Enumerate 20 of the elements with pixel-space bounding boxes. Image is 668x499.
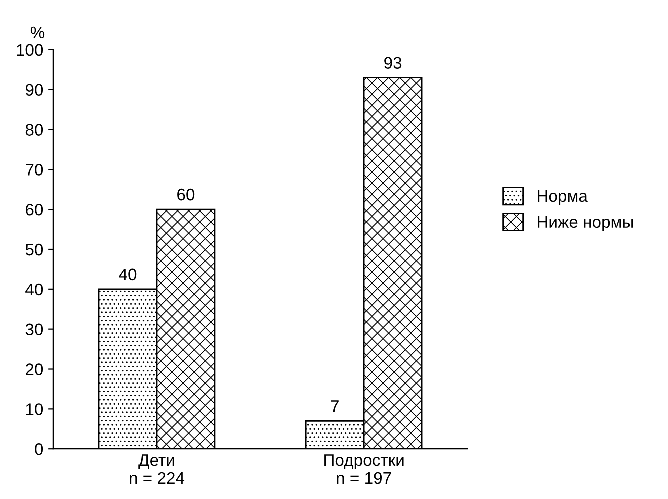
- y-axis-title: %: [30, 26, 45, 39]
- legend-label: Норма: [538, 190, 588, 206]
- y-tick-label: 80: [26, 124, 44, 136]
- y-tick-label: 100: [17, 44, 44, 56]
- y-tick-label: 60: [26, 204, 44, 216]
- data-label: 7: [331, 400, 339, 412]
- data-label: 40: [119, 268, 137, 281]
- y-tick-label: 0: [35, 444, 44, 456]
- y-tick-label: 20: [26, 364, 44, 376]
- x-tick-label: Дети n = 224: [130, 454, 185, 484]
- data-label: 60: [178, 188, 195, 201]
- y-tick-label: 10: [26, 404, 44, 416]
- y-tick-label: 50: [26, 244, 44, 256]
- y-tick-label: 40: [26, 284, 44, 296]
- x-tick-label: Подростки n = 197: [324, 454, 404, 484]
- y-tick-label: 70: [26, 164, 44, 176]
- data-label: 93: [384, 57, 402, 69]
- y-tick-label: 30: [26, 324, 44, 336]
- legend-label: Ниже нормы: [538, 216, 634, 232]
- y-tick-label: 90: [26, 84, 44, 96]
